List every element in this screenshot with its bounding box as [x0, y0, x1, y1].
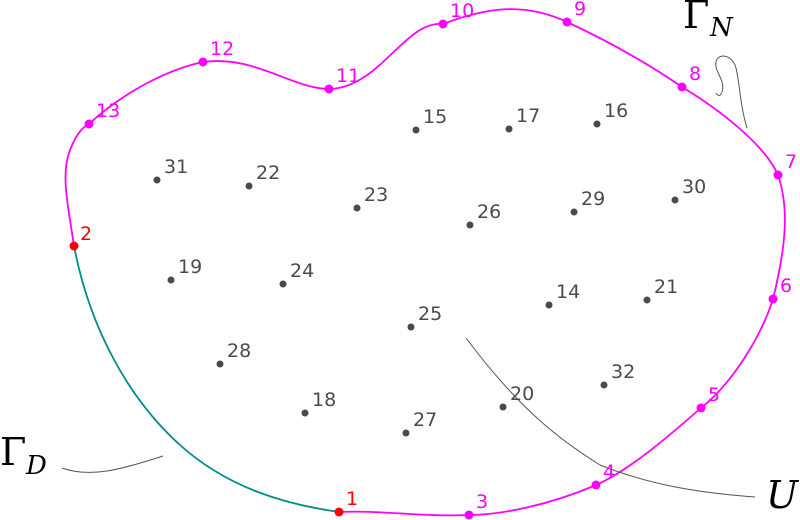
interior-node-25: [407, 323, 415, 331]
interior-node-32: [600, 381, 608, 389]
interior-node-15: [412, 126, 420, 134]
interior-node-label-19: 19: [178, 256, 202, 278]
dirichlet-node-2: [69, 241, 79, 251]
gamma-n-label: Γ N: [683, 0, 734, 43]
domain-label: U: [766, 473, 800, 517]
dirichlet-boundary-curve: [73, 245, 340, 513]
neumann-node-9: [562, 17, 572, 27]
interior-node-23: [353, 204, 361, 212]
interior-node-22: [245, 182, 253, 190]
interior-node-label-27: 27: [413, 409, 437, 431]
neumann-node-label-11: 11: [336, 65, 360, 87]
domain-leader-line: [465, 337, 756, 498]
interior-node-18: [301, 409, 309, 417]
gamma-n-subscript: N: [709, 13, 734, 43]
interior-node-14: [545, 301, 553, 309]
dirichlet-node-label-1: 1: [346, 488, 358, 510]
interior-node-16: [593, 120, 601, 128]
neumann-node-13: [84, 119, 94, 129]
interior-node-28: [216, 360, 224, 368]
interior-node-label-17: 17: [516, 105, 540, 127]
interior-node-30: [671, 196, 679, 204]
neumann-node-10: [438, 19, 448, 29]
interior-node-label-25: 25: [418, 303, 442, 325]
interior-node-31: [153, 176, 161, 184]
gamma-d-symbol: Γ: [0, 430, 26, 474]
interior-node-17: [505, 125, 513, 133]
neumann-node-label-10: 10: [450, 0, 474, 22]
neumann-node-label-9: 9: [574, 0, 586, 20]
interior-node-label-15: 15: [423, 106, 447, 128]
neumann-node-label-6: 6: [780, 275, 792, 297]
neumann-node-11: [324, 84, 334, 94]
neumann-node-label-8: 8: [689, 63, 701, 85]
neumann-node-label-13: 13: [96, 100, 120, 122]
interior-node-24: [279, 280, 287, 288]
neumann-nodes: 3 4 5 6 7 8 9 10 11 12 13: [84, 0, 797, 520]
neumann-node-label-5: 5: [708, 384, 720, 406]
neumann-node-label-3: 3: [476, 491, 488, 513]
interior-node-label-23: 23: [364, 184, 388, 206]
dirichlet-nodes: 12: [69, 223, 358, 517]
interior-node-label-22: 22: [256, 162, 280, 184]
interior-node-label-26: 26: [477, 201, 501, 223]
neumann-node-7: [773, 170, 783, 180]
interior-node-label-14: 14: [556, 281, 580, 303]
interior-node-29: [570, 208, 578, 216]
interior-node-27: [402, 429, 410, 437]
dirichlet-node-label-2: 2: [80, 223, 92, 245]
neumann-node-label-4: 4: [603, 461, 615, 483]
gamma-d-subscript: D: [25, 451, 47, 481]
gamma-n-symbol: Γ: [683, 0, 709, 37]
interior-node-label-20: 20: [510, 383, 534, 405]
neumann-node-12: [198, 57, 208, 67]
interior-node-21: [643, 296, 651, 304]
gamma-d-label: Γ D: [0, 430, 47, 481]
gamma-n-leader-line: [715, 55, 748, 129]
neumann-boundary-curve: [64, 8, 786, 517]
neumann-node-5: [696, 403, 706, 413]
interior-node-label-30: 30: [682, 176, 706, 198]
neumann-node-8: [677, 82, 687, 92]
interior-node-label-29: 29: [581, 188, 605, 210]
neumann-node-3: [464, 510, 474, 520]
interior-node-label-32: 32: [611, 361, 635, 383]
interior-node-20: [499, 403, 507, 411]
neumann-node-6: [768, 294, 778, 304]
gamma-d-leader-line: [61, 455, 164, 473]
interior-node-label-24: 24: [290, 260, 314, 282]
neumann-node-label-7: 7: [785, 151, 797, 173]
interior-node-label-31: 31: [164, 156, 188, 178]
interior-node-label-28: 28: [227, 340, 251, 362]
neumann-node-4: [591, 480, 601, 490]
interior-nodes: 14 15 16 17 18 19 20 21 22 23 24 25 26 27 28 29 30 31 32: [153, 100, 706, 437]
interior-node-26: [466, 221, 474, 229]
interior-node-19: [167, 276, 175, 284]
neumann-node-label-12: 12: [210, 38, 234, 60]
interior-node-label-16: 16: [604, 100, 628, 122]
interior-node-label-18: 18: [312, 389, 336, 411]
dirichlet-node-1: [334, 507, 344, 517]
interior-node-label-21: 21: [654, 276, 678, 298]
